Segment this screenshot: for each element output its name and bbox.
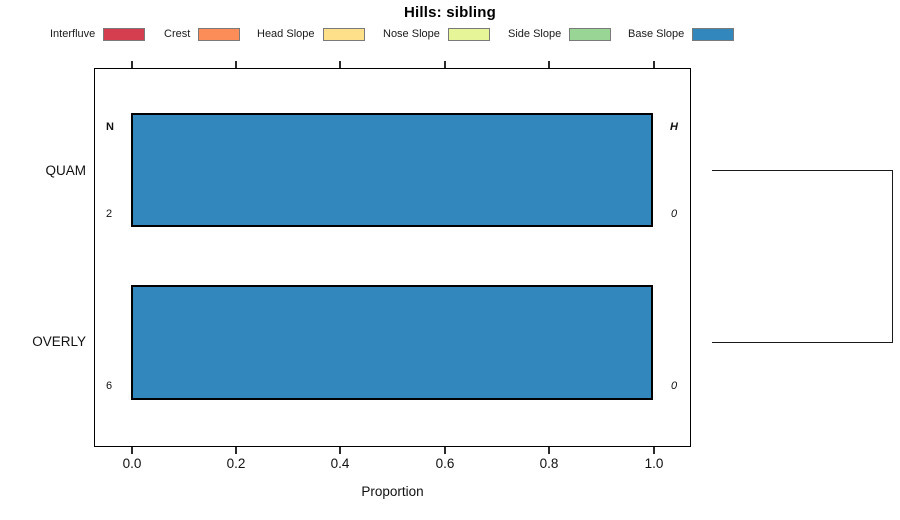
axis-tick-top [235, 61, 237, 68]
h-column-header: H [670, 121, 678, 133]
x-tick-label: 0.0 [122, 456, 142, 471]
axis-tick-top [444, 61, 446, 68]
legend-label: Nose Slope [383, 28, 440, 40]
x-axis-title: Proportion [361, 484, 424, 499]
axis-tick-bottom [131, 447, 133, 454]
n-value-quam: 2 [105, 208, 113, 220]
bar-quam [131, 113, 653, 227]
y-label-overly: OVERLY [32, 334, 86, 349]
legend-item-side-slope: Side Slope [508, 26, 612, 42]
bar-segment-base-slope [133, 115, 651, 225]
dendrogram-branch-overly [712, 342, 893, 344]
legend-swatch-crest [198, 27, 241, 41]
axis-tick-top [339, 61, 341, 68]
axis-tick-top [653, 61, 655, 68]
legend-swatch-side-slope [569, 27, 612, 41]
y-label-quam: QUAM [45, 163, 87, 178]
axis-tick-bottom [339, 447, 341, 454]
axis-tick-bottom [235, 447, 237, 454]
legend-swatch-base-slope [692, 27, 735, 41]
bar-segment-base-slope [133, 287, 651, 398]
axis-tick-bottom [548, 447, 550, 454]
legend-item-head-slope: Head Slope [257, 26, 365, 42]
x-tick-label: 0.4 [330, 456, 350, 471]
legend-swatch-interfluve [103, 27, 146, 41]
chart-title: Hills: sibling [404, 4, 496, 21]
axis-tick-bottom [444, 447, 446, 454]
legend-item-base-slope: Base Slope [628, 26, 735, 42]
legend-item-crest: Crest [164, 26, 241, 42]
x-tick-label: 0.2 [226, 456, 246, 471]
legend-label: Interfluve [50, 28, 96, 40]
legend-swatch-nose-slope [447, 27, 490, 41]
n-value-overly: 6 [105, 380, 113, 392]
legend-item-interfluve: Interfluve [50, 26, 146, 42]
n-column-header: N [106, 121, 114, 133]
axis-tick-bottom [653, 447, 655, 454]
dendrogram-branch-quam [712, 170, 893, 172]
h-value-overly: 0 [670, 380, 678, 392]
axis-tick-top [548, 61, 550, 68]
legend-item-nose-slope: Nose Slope [383, 26, 490, 42]
axis-tick-top [131, 61, 133, 68]
legend-label: Base Slope [628, 28, 685, 40]
x-tick-label: 0.6 [435, 456, 455, 471]
h-value-quam: 0 [670, 208, 678, 220]
x-tick-label: 1.0 [644, 456, 664, 471]
x-tick-label: 0.8 [539, 456, 559, 471]
legend-label: Head Slope [257, 28, 315, 40]
legend-swatch-head-slope [322, 27, 365, 41]
dendrogram-join [892, 170, 894, 343]
legend-label: Crest [164, 28, 191, 40]
bar-overly [131, 285, 653, 400]
legend-label: Side Slope [508, 28, 562, 40]
